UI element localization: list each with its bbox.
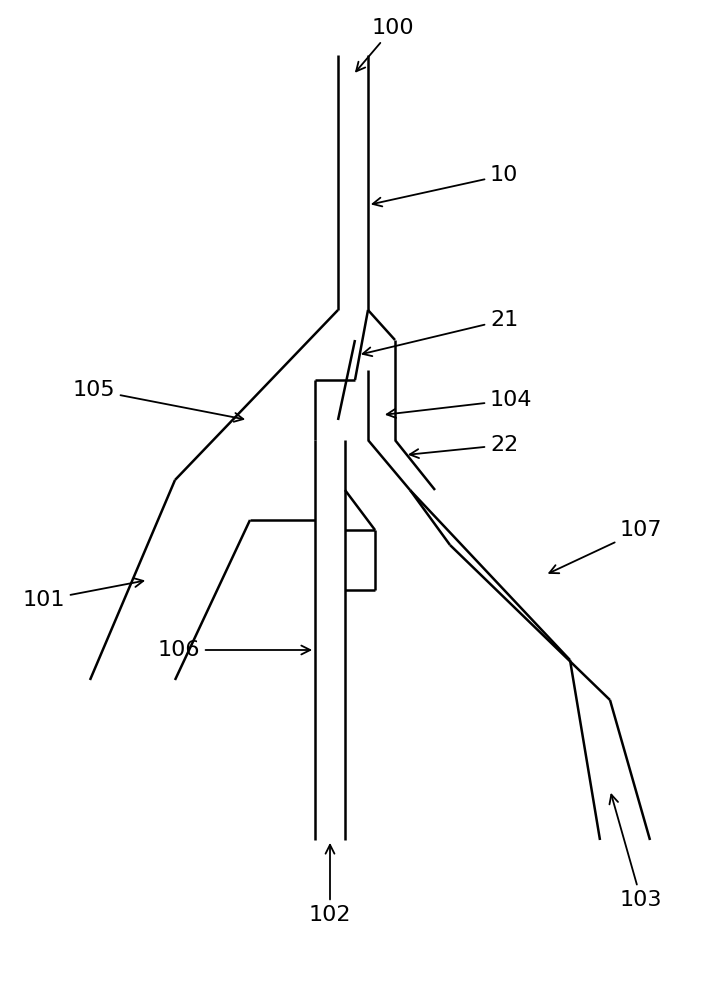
Text: 105: 105 xyxy=(72,380,244,422)
Text: 106: 106 xyxy=(157,640,310,660)
Text: 103: 103 xyxy=(610,795,663,910)
Text: 21: 21 xyxy=(362,310,518,356)
Text: 102: 102 xyxy=(309,845,351,925)
Text: 22: 22 xyxy=(410,435,518,458)
Text: 104: 104 xyxy=(386,390,532,418)
Text: 10: 10 xyxy=(373,165,518,206)
Text: 100: 100 xyxy=(356,18,414,71)
Text: 107: 107 xyxy=(550,520,663,573)
Text: 101: 101 xyxy=(22,578,144,610)
